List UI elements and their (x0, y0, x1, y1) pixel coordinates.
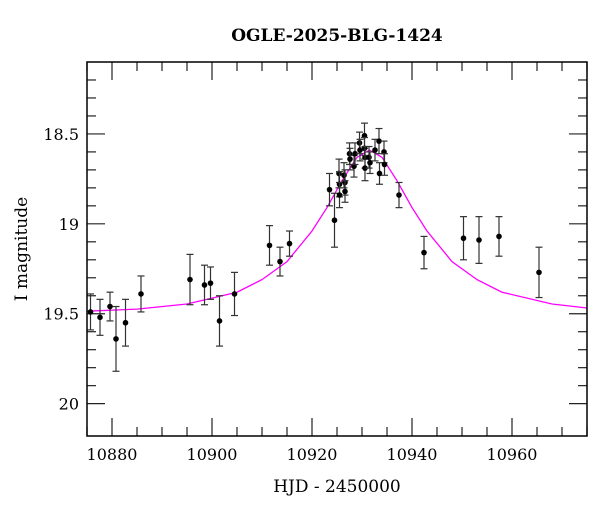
x-axis-label: HJD - 2450000 (273, 477, 401, 497)
data-point (137, 275, 145, 313)
point-marker (347, 156, 353, 162)
point-marker (376, 138, 382, 144)
data-point (366, 151, 374, 175)
x-tick-label: 10900 (187, 445, 238, 464)
point-marker (372, 147, 378, 153)
y-axis-label: I magnitude (12, 197, 32, 301)
point-marker (396, 192, 402, 198)
data-point (420, 235, 428, 270)
point-marker (107, 303, 113, 310)
data-point (460, 216, 467, 261)
point-marker (216, 318, 223, 324)
point-marker (138, 291, 144, 297)
point-marker (362, 165, 368, 171)
data-points (87, 122, 543, 372)
y-tick-label: 19.5 (43, 305, 79, 324)
x-tick-label: 10960 (487, 445, 538, 464)
tick-labels: 10880 10900 10920 10940 10960 18.5 19 19… (43, 125, 537, 464)
point-marker (122, 319, 129, 326)
model-curve (86, 149, 588, 312)
point-marker (331, 217, 338, 224)
point-marker (207, 280, 214, 286)
point-marker (97, 314, 103, 321)
data-point (231, 271, 238, 317)
data-point (475, 216, 483, 264)
x-tick-label: 10880 (87, 445, 138, 464)
point-marker (187, 276, 193, 283)
data-point (266, 225, 273, 266)
data-point (336, 181, 343, 209)
point-marker (352, 150, 358, 157)
point-marker (113, 336, 119, 342)
data-point (331, 192, 338, 248)
point-marker (266, 242, 273, 249)
data-point (395, 181, 403, 209)
point-marker (536, 269, 542, 276)
data-point (286, 230, 293, 257)
y-tick-label: 18.5 (43, 125, 79, 144)
data-point (122, 298, 129, 347)
point-marker (336, 192, 343, 198)
data-point (495, 216, 503, 257)
model-curve-group (86, 149, 588, 312)
y-tick-label: 19 (59, 215, 79, 234)
point-marker (286, 240, 293, 247)
data-point (96, 298, 104, 336)
plot-frame (86, 61, 588, 437)
data-point (201, 264, 208, 306)
point-marker (201, 282, 208, 288)
point-marker (476, 237, 482, 243)
data-point (535, 246, 543, 299)
data-point (216, 295, 223, 347)
y-tick-label: 20 (59, 395, 79, 414)
data-point (112, 305, 120, 372)
point-marker (326, 186, 333, 193)
point-marker (381, 161, 388, 168)
data-point (376, 162, 383, 185)
data-point (276, 246, 284, 277)
point-marker (277, 258, 283, 265)
data-point (361, 154, 369, 182)
point-marker (342, 188, 348, 195)
point-marker (366, 154, 372, 161)
axis-ticks (86, 62, 588, 436)
point-marker (421, 249, 427, 256)
point-marker (376, 170, 383, 177)
data-point (186, 253, 194, 306)
data-point (346, 147, 354, 171)
chart-title: OGLE-2025-BLG-1424 (231, 26, 443, 46)
point-marker (367, 159, 373, 166)
point-marker (87, 309, 94, 315)
point-marker (231, 291, 238, 297)
data-point (106, 291, 114, 322)
data-point (341, 180, 349, 203)
point-marker (496, 233, 502, 240)
data-point (87, 293, 94, 331)
x-tick-label: 10920 (287, 445, 338, 464)
data-point (207, 266, 214, 300)
data-point (326, 172, 333, 207)
x-tick-label: 10940 (387, 445, 438, 464)
point-marker (460, 235, 467, 242)
data-point (381, 153, 388, 176)
point-marker (341, 172, 347, 179)
